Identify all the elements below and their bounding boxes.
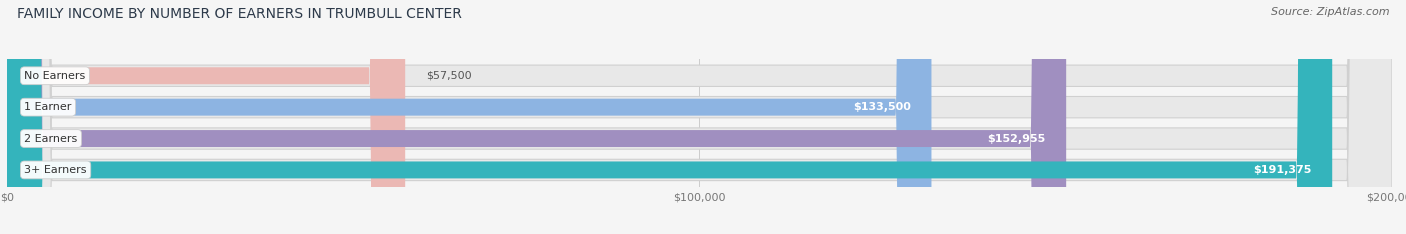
FancyBboxPatch shape — [7, 0, 1392, 234]
FancyBboxPatch shape — [7, 0, 1333, 234]
Text: No Earners: No Earners — [24, 71, 86, 81]
Text: Source: ZipAtlas.com: Source: ZipAtlas.com — [1271, 7, 1389, 17]
Text: 1 Earner: 1 Earner — [24, 102, 72, 112]
FancyBboxPatch shape — [7, 0, 405, 234]
Text: $133,500: $133,500 — [853, 102, 911, 112]
FancyBboxPatch shape — [7, 0, 1392, 234]
Text: FAMILY INCOME BY NUMBER OF EARNERS IN TRUMBULL CENTER: FAMILY INCOME BY NUMBER OF EARNERS IN TR… — [17, 7, 461, 21]
Text: $57,500: $57,500 — [426, 71, 471, 81]
Text: 2 Earners: 2 Earners — [24, 134, 77, 143]
Text: $152,955: $152,955 — [987, 134, 1046, 143]
FancyBboxPatch shape — [7, 0, 1066, 234]
FancyBboxPatch shape — [7, 0, 931, 234]
FancyBboxPatch shape — [7, 0, 1392, 234]
Text: $191,375: $191,375 — [1253, 165, 1312, 175]
Text: 3+ Earners: 3+ Earners — [24, 165, 87, 175]
FancyBboxPatch shape — [7, 0, 1392, 234]
